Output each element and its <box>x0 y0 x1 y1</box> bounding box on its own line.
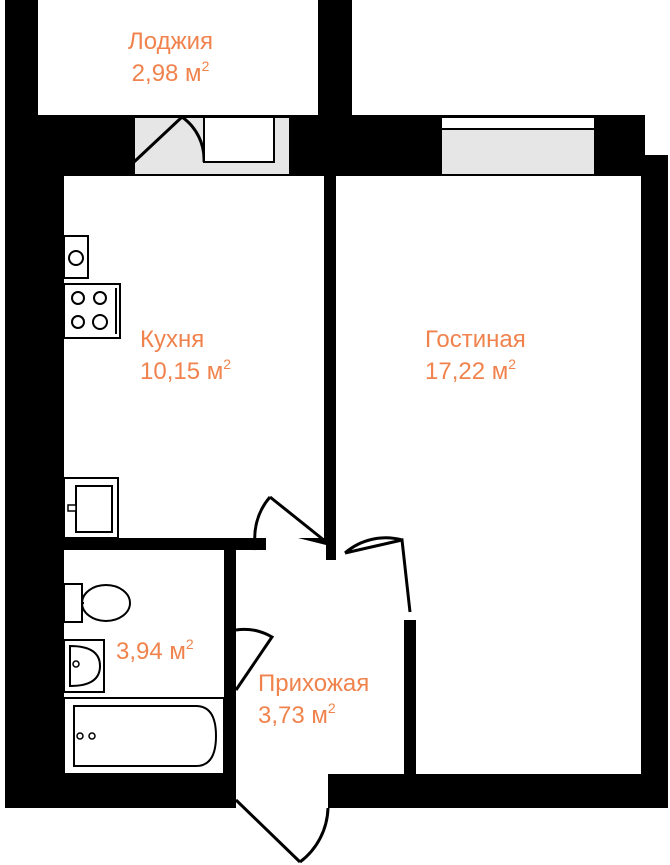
kitchen-name: Кухня <box>140 326 205 353</box>
kitchen-bath-wall <box>64 538 254 550</box>
sink-icon <box>63 477 119 539</box>
kitchen-door-icon <box>253 495 331 551</box>
bathroom-door-icon <box>234 627 275 691</box>
living-area: 17,22 м2 <box>425 356 517 385</box>
kitchen-living-wall <box>324 176 336 540</box>
hallway-label: Прихожая 3,73 м2 <box>258 668 369 732</box>
hallway-area: 3,73 м2 <box>258 700 336 729</box>
bottom-wall-right <box>328 774 641 808</box>
loggia-area: 2,98 м2 <box>131 58 210 87</box>
loggia-floor <box>38 14 318 115</box>
toilet-icon <box>63 583 131 623</box>
kitchen-area: 10,15 м2 <box>140 356 232 385</box>
bath-hall-wall <box>224 550 236 630</box>
bathroom-area: 3,94 м2 <box>116 636 194 665</box>
bathtub-icon <box>63 697 225 775</box>
bathroom-label: 3,94 м2 <box>116 636 194 668</box>
hall-living-wall <box>404 620 416 775</box>
bottom-wall <box>64 774 236 808</box>
entrance-opening <box>236 780 328 810</box>
living-name: Гостиная <box>425 326 526 353</box>
kitchen-label: Кухня 10,15 м2 <box>140 324 231 388</box>
hallway-floor <box>236 530 404 790</box>
loggia-name: Лоджия <box>128 28 214 55</box>
washbasin-icon <box>63 639 105 693</box>
living-window-sill <box>440 116 596 130</box>
stove-icon <box>63 235 121 339</box>
balcony-door-leaf <box>203 116 275 163</box>
bath-hall-wall-lower <box>224 690 236 790</box>
loggia-label: Лоджия 2,98 м2 <box>128 26 213 90</box>
living-label: Гостиная 17,22 м2 <box>425 324 526 388</box>
hallway-name: Прихожая <box>258 670 370 697</box>
entrance-door-icon <box>234 798 330 864</box>
living-door-icon <box>344 536 412 613</box>
